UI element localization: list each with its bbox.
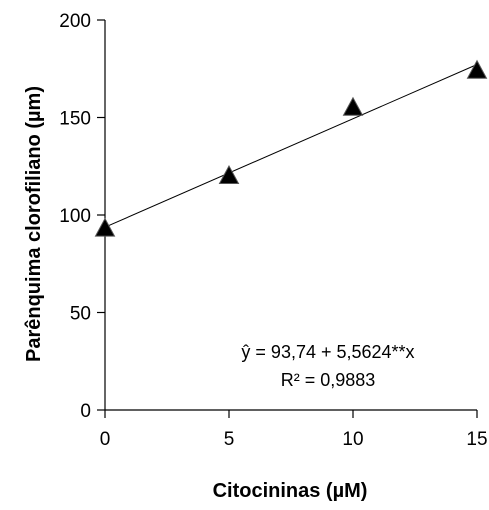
y-tick-label: 0	[80, 401, 91, 422]
y-tick-label: 200	[59, 11, 91, 32]
data-point-triangle	[466, 59, 488, 79]
x-tick-label: 5	[224, 429, 235, 450]
y-tick-label: 50	[70, 304, 91, 325]
r-squared-label: R² = 0,9883	[281, 370, 376, 390]
x-tick-label: 10	[342, 429, 363, 450]
data-point-triangle	[94, 217, 116, 237]
x-tick-label: 0	[100, 429, 111, 450]
y-tick-label: 100	[59, 206, 91, 227]
regression-equation: ŷ = 93,74 + 5,5624**x	[241, 342, 414, 362]
y-ticks: 0 50 100 150 200	[59, 11, 105, 422]
data-point-triangle	[342, 96, 364, 116]
y-tick-label: 150	[59, 109, 91, 130]
x-tick-label: 15	[466, 429, 487, 450]
data-point-triangle	[218, 164, 240, 184]
x-axis-title: Citocininas (µM)	[213, 480, 368, 502]
y-axis-title: Parênquima clorofiliano (µm)	[23, 86, 45, 362]
x-ticks: 0 5 10 15	[100, 410, 488, 450]
data-points	[94, 59, 488, 237]
trendline	[104, 64, 478, 228]
